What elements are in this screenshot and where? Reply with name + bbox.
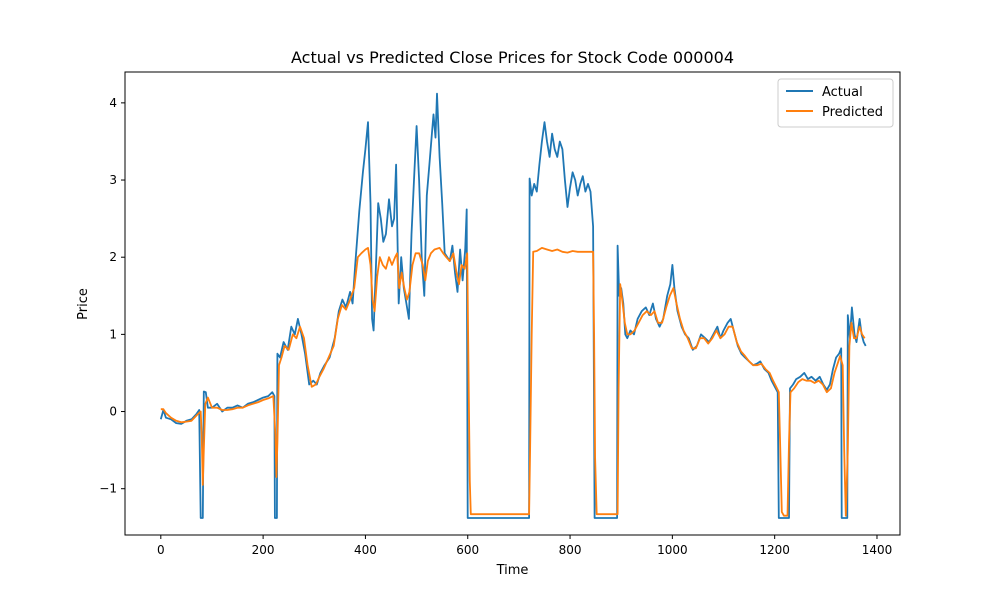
x-axis-title: Time xyxy=(496,563,529,578)
y-tick-label: 2 xyxy=(109,250,117,264)
x-tick-label: 1400 xyxy=(862,543,893,557)
legend-label-actual: Actual xyxy=(822,85,863,100)
legend: Actual Predicted xyxy=(777,78,894,128)
y-tick-label: 4 xyxy=(109,96,117,110)
x-tick-label: 1000 xyxy=(657,543,688,557)
x-tick-label: 200 xyxy=(252,543,275,557)
plot-area-frame xyxy=(124,71,901,536)
y-tick-label: −1 xyxy=(99,482,117,496)
chart-title: Actual vs Predicted Close Prices for Sto… xyxy=(291,48,734,67)
y-tick-label: 0 xyxy=(109,405,117,419)
y-axis: −1 0 1 2 3 4 xyxy=(99,96,125,496)
x-tick-label: 400 xyxy=(354,543,377,557)
y-tick-label: 1 xyxy=(109,327,117,341)
x-axis: 0 200 400 600 800 1000 1200 1400 xyxy=(157,535,892,557)
y-tick-label: 3 xyxy=(109,173,117,187)
plot-lines xyxy=(159,92,867,519)
x-tick-label: 0 xyxy=(157,543,165,557)
legend-label-predicted: Predicted xyxy=(822,105,883,120)
y-axis-title: Price xyxy=(76,288,91,320)
x-tick-label: 600 xyxy=(456,543,479,557)
series-line-predicted xyxy=(160,246,866,517)
x-tick-label: 800 xyxy=(559,543,582,557)
x-tick-label: 1200 xyxy=(759,543,790,557)
